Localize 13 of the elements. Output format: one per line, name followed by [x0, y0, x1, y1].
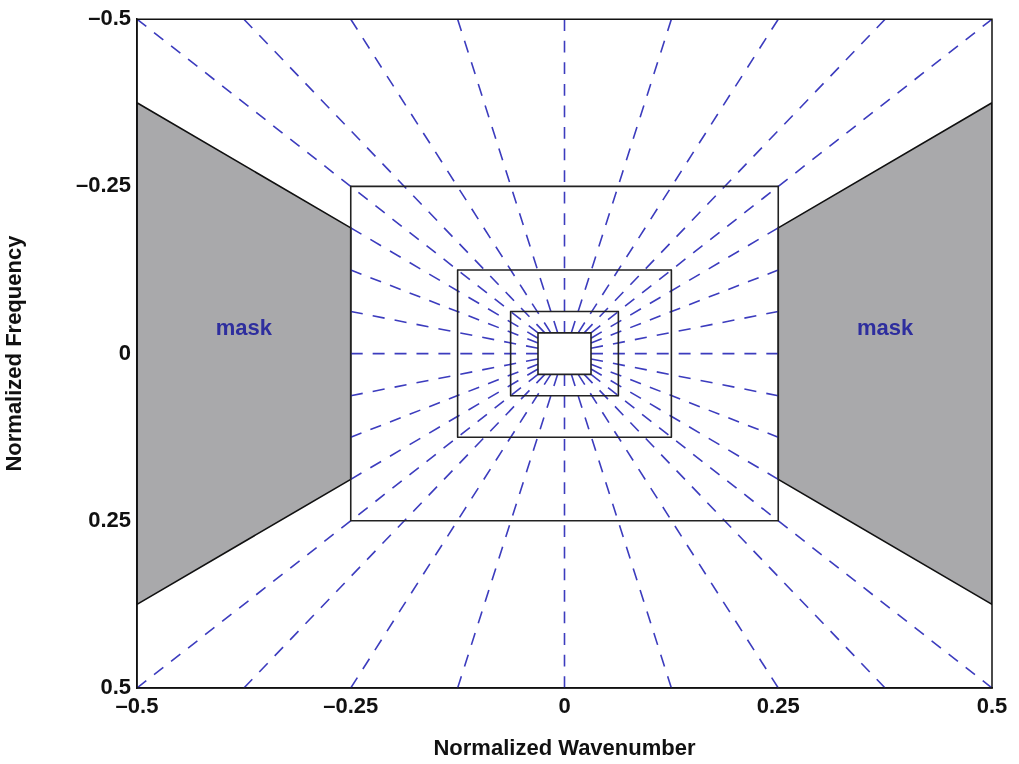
- x-tick-label: 0.5: [976, 693, 1008, 719]
- x-tick-label: 0: [558, 693, 571, 719]
- x-tick-label: 0.25: [756, 693, 800, 719]
- annotation: mask: [215, 314, 273, 340]
- annotation: mask: [856, 314, 915, 340]
- y-tick-label: 0.25: [88, 506, 131, 532]
- x-axis-title: Normalized Wavenumber: [433, 734, 696, 760]
- y-tick-label: –0.25: [75, 172, 131, 198]
- y-tick-label: 0.5: [100, 674, 131, 700]
- y-tick-label: 0: [118, 339, 131, 365]
- x-tick-label: –0.25: [323, 693, 379, 719]
- y-tick-label: –0.5: [88, 5, 131, 31]
- y-axis-title: Normalized Frequency: [1, 234, 27, 472]
